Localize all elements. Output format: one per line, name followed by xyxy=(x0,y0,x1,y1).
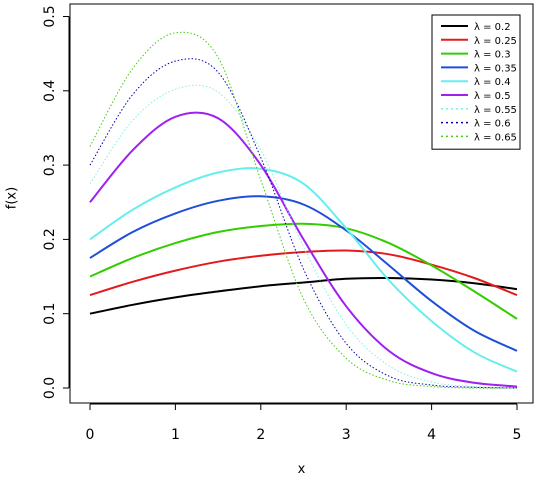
series-line-7 xyxy=(89,84,518,389)
series-line-1 xyxy=(89,276,518,315)
series-line-4 xyxy=(89,195,518,352)
x-tick-label: 3 xyxy=(342,427,351,443)
legend-label: λ = 0.3 xyxy=(474,50,511,61)
plot-frame xyxy=(69,3,534,404)
y-tick-label: 0.4 xyxy=(42,80,58,102)
y-tick-label: 0.3 xyxy=(42,154,58,176)
y-tick-label: 0.2 xyxy=(42,228,58,250)
x-tick-label: 4 xyxy=(427,427,436,443)
y-tick-label: 0.0 xyxy=(42,377,58,399)
series-line-2 xyxy=(89,249,518,297)
x-axis-title: x xyxy=(298,462,306,477)
legend-label: λ = 0.65 xyxy=(474,132,517,143)
series-line-3 xyxy=(89,222,518,320)
x-tick-label: 2 xyxy=(256,427,265,443)
series-line-9 xyxy=(89,31,518,389)
legend-label: λ = 0.6 xyxy=(474,119,511,130)
legend-label: λ = 0.25 xyxy=(474,36,517,47)
legend-label: λ = 0.4 xyxy=(474,77,511,88)
series-line-8 xyxy=(89,58,518,389)
x-tick-label: 1 xyxy=(171,427,180,443)
legend-label: λ = 0.5 xyxy=(474,91,511,102)
x-tick-label: 0 xyxy=(86,427,95,443)
series-line-5 xyxy=(89,167,518,373)
legend-label: λ = 0.55 xyxy=(474,105,517,116)
y-tick-label: 0.5 xyxy=(42,5,58,27)
y-tick-label: 0.1 xyxy=(42,303,58,325)
x-tick-label: 5 xyxy=(513,427,522,443)
legend-label: λ = 0.2 xyxy=(474,22,511,33)
y-axis-title: f(x) xyxy=(5,187,20,209)
legend-label: λ = 0.35 xyxy=(474,63,517,74)
series-line-6 xyxy=(89,111,518,388)
